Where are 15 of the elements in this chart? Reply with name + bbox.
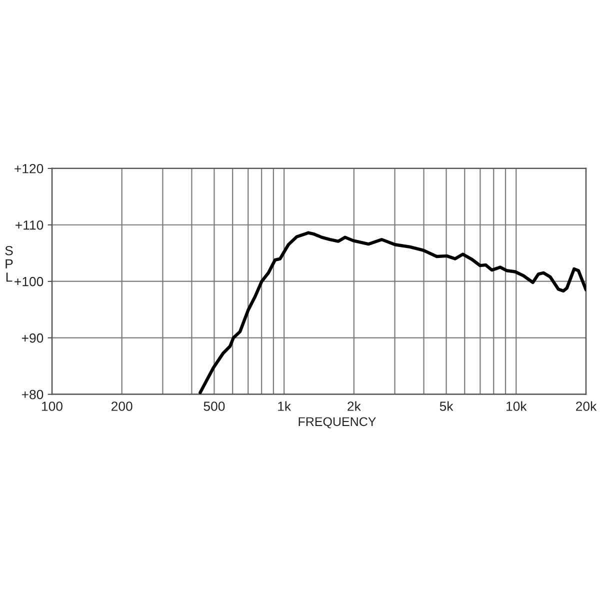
x-axis-title: FREQUENCY <box>298 417 376 428</box>
y-tick-label: +110 <box>16 220 44 230</box>
x-tick-label: 10k <box>506 401 527 411</box>
x-tick-label: 5k <box>440 401 454 411</box>
x-tick-label: 2k <box>348 401 361 411</box>
y-axis-title: SPL <box>5 246 13 282</box>
y-tick-label: +80 <box>22 390 44 400</box>
y-tick-label: +120 <box>14 164 44 174</box>
x-tick-label: 500 <box>204 402 225 411</box>
y-tick-label: +100 <box>14 276 44 286</box>
y-tick-label: +90 <box>22 333 44 343</box>
x-tick-label: 200 <box>112 402 132 411</box>
x-tick-label: 100 <box>42 402 62 411</box>
x-tick-label: 1k <box>278 401 292 411</box>
x-tick-label: 20k <box>576 401 597 411</box>
